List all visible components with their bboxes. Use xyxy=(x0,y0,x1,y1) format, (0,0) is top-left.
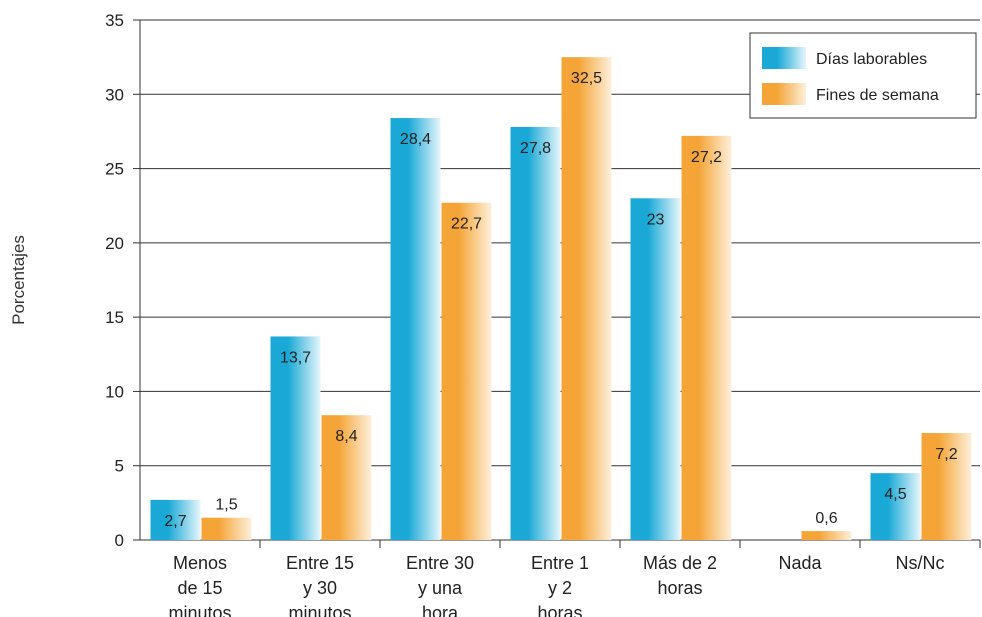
y-tick-label: 5 xyxy=(115,457,124,476)
legend-label: Días laborables xyxy=(816,51,927,68)
data-label: 22,7 xyxy=(451,216,482,233)
category-label: Entre 1 xyxy=(531,553,589,573)
legend-label: Fines de semana xyxy=(816,87,939,104)
category-label: de 15 xyxy=(177,578,222,598)
category-label: Entre 15 xyxy=(286,553,354,573)
bar xyxy=(270,336,321,540)
data-label: 7,2 xyxy=(935,446,957,463)
bar xyxy=(630,198,681,541)
bar xyxy=(510,126,561,540)
data-label: 1,5 xyxy=(215,497,237,514)
category-label: Más de 2 xyxy=(643,553,717,573)
legend: Días laborables Fines de semana xyxy=(749,32,977,119)
data-label: 23 xyxy=(647,211,665,228)
category-label: y 30 xyxy=(303,578,337,598)
data-label: 4,5 xyxy=(884,486,906,503)
bar xyxy=(921,433,972,540)
y-axis-title: Porcentajes xyxy=(9,235,28,325)
data-label: 32,5 xyxy=(571,70,602,87)
bar xyxy=(390,118,441,541)
category-label: horas xyxy=(537,603,582,617)
bar xyxy=(870,473,921,540)
data-label: 2,7 xyxy=(164,513,186,530)
bar xyxy=(150,499,201,540)
bars xyxy=(150,57,972,541)
legend-swatch xyxy=(762,83,806,105)
bar xyxy=(801,531,852,540)
category-label: y 2 xyxy=(548,578,572,598)
data-label: 27,2 xyxy=(691,149,722,166)
y-tick-label: 15 xyxy=(105,308,124,327)
category-label: horas xyxy=(657,578,702,598)
y-tick-label: 30 xyxy=(105,85,124,104)
y-tick-label: 35 xyxy=(105,11,124,30)
category-label: Menos xyxy=(173,553,227,573)
category-label: Ns/Nc xyxy=(896,553,945,573)
data-labels: 2,7 1,5 13,7 8,4 28,4 22,7 27,8 32,5 23 27,2 0,6 4,… xyxy=(164,70,957,530)
y-tick-label: 10 xyxy=(105,382,124,401)
category-label: Nada xyxy=(778,553,822,573)
legend-swatch xyxy=(762,47,806,69)
legend-box xyxy=(749,32,977,119)
category-label: minutos xyxy=(288,603,351,617)
data-label: 13,7 xyxy=(280,349,311,366)
bar xyxy=(561,57,612,541)
bar xyxy=(201,517,252,540)
data-label: 0,6 xyxy=(815,510,837,527)
data-label: 27,8 xyxy=(520,140,551,157)
y-tick-label: 25 xyxy=(105,160,124,179)
y-tick-label: 20 xyxy=(105,234,124,253)
category-label: Entre 30 xyxy=(406,553,474,573)
category-labels: Menos de 15 minutos Entre 15 y 30 minutos Entr… xyxy=(168,553,944,617)
bar xyxy=(441,202,492,540)
y-tick-label: 0 xyxy=(115,531,124,550)
data-label: 28,4 xyxy=(400,131,431,148)
category-label: minutos xyxy=(168,603,231,617)
category-label: hora xyxy=(422,603,459,617)
data-label: 8,4 xyxy=(335,428,357,445)
category-label: y una xyxy=(418,578,463,598)
bar xyxy=(321,415,372,540)
bar xyxy=(681,135,732,540)
